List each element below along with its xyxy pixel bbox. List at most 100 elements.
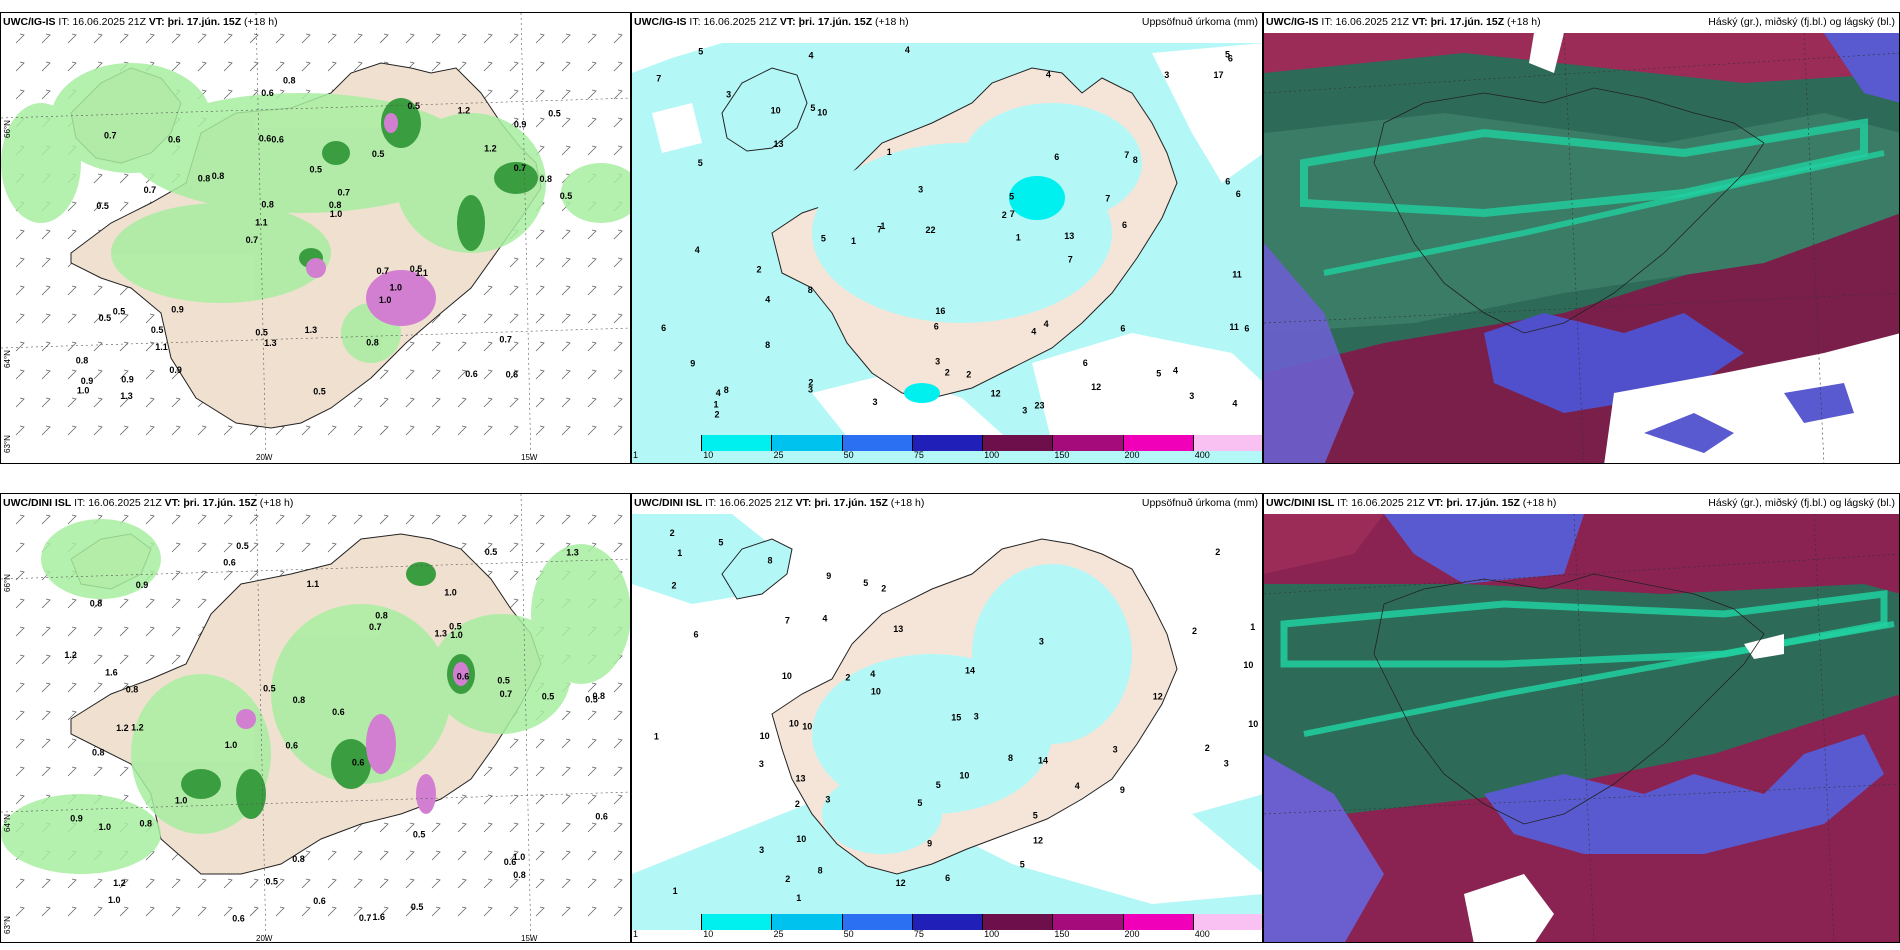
value-label: 0.5 xyxy=(485,547,498,557)
wind-barb xyxy=(509,33,519,44)
legend-swatch xyxy=(702,435,773,451)
wind-barb xyxy=(483,906,493,917)
precip-dark-green xyxy=(299,98,538,268)
wind-barb xyxy=(223,61,233,72)
wind-barb xyxy=(41,397,51,408)
wind-barb xyxy=(41,766,51,777)
value-label: 0.8 xyxy=(283,76,296,86)
value-label: 0.6 xyxy=(271,135,284,145)
value-label: 22 xyxy=(926,225,936,235)
wind-barb xyxy=(379,33,389,44)
value-label: 4 xyxy=(1075,781,1080,791)
wind-barb xyxy=(431,397,441,408)
wind-barb xyxy=(561,794,571,805)
value-label: 8 xyxy=(724,385,729,395)
wind-barb xyxy=(613,61,623,72)
wind-barb xyxy=(379,878,389,889)
legend-swatch xyxy=(983,914,1054,930)
wind-barb xyxy=(93,201,103,212)
wind-barb xyxy=(509,341,519,352)
panel-title: UWC/IG-IS IT: 16.06.2025 21Z VT: þri. 17… xyxy=(3,16,278,28)
panel-cloud-top: UWC/IG-IS IT: 16.06.2025 21Z VT: þri. 17… xyxy=(1263,12,1900,464)
wind-barb xyxy=(275,542,285,553)
value-label: 0.5 xyxy=(411,902,424,912)
wind-barb xyxy=(41,61,51,72)
panel-title: UWC/DINI ISL IT: 16.06.2025 21Z VT: þri.… xyxy=(3,497,294,509)
wind-barb xyxy=(535,229,545,240)
wind-barb xyxy=(171,570,181,581)
wind-barb xyxy=(41,229,51,240)
value-label: 1.0 xyxy=(77,386,90,396)
wind-barb xyxy=(613,794,623,805)
wind-barb xyxy=(561,61,571,72)
legend-swatch xyxy=(1193,435,1262,451)
wind-barb xyxy=(587,145,597,156)
wind-barb xyxy=(41,369,51,380)
value-label: 0.5 xyxy=(548,108,561,118)
wind-barb xyxy=(275,61,285,72)
wind-barb xyxy=(587,710,597,721)
precip-values: 0.60.50.90.70.50.90.60.50.50.80.81.10.60… xyxy=(76,76,573,401)
value-label: 4 xyxy=(1031,326,1036,336)
value-label: 1.2 xyxy=(113,878,126,888)
wind-barb xyxy=(171,33,181,44)
value-label: 1.2 xyxy=(116,723,129,733)
wind-barb xyxy=(171,626,181,637)
wind-barb xyxy=(587,766,597,777)
wind-barb xyxy=(535,738,545,749)
value-label: 0.8 xyxy=(366,337,379,347)
value-label: 10 xyxy=(817,108,827,118)
wind-barb xyxy=(483,425,493,436)
wind-barb xyxy=(145,626,155,637)
wind-barb xyxy=(483,850,493,861)
value-label: 0.6 xyxy=(332,707,345,717)
wind-barb xyxy=(509,794,519,805)
value-label: 12 xyxy=(991,389,1001,399)
wind-barb xyxy=(15,626,25,637)
value-label: 6 xyxy=(661,323,666,333)
value-label: 10 xyxy=(760,731,770,741)
value-label: 0.8 xyxy=(90,598,103,608)
value-label: 1 xyxy=(880,221,885,231)
wind-barb xyxy=(41,626,51,637)
value-label: 8 xyxy=(1133,155,1138,165)
wind-barb xyxy=(327,425,337,436)
value-label: 5 xyxy=(810,103,815,113)
wind-barb xyxy=(119,369,129,380)
panel-precip-bottom: UWC/DINI ISL IT: 16.06.2025 21Z VT: þri.… xyxy=(0,493,631,943)
value-label: 1 xyxy=(654,732,659,742)
legend-label: 10 xyxy=(703,929,714,939)
value-label: 0.7 xyxy=(359,913,372,923)
precip-green xyxy=(1,63,630,363)
precip-purple xyxy=(236,662,469,814)
wind-barb xyxy=(613,285,623,296)
wind-barb xyxy=(197,878,207,889)
lat-label: 63°N xyxy=(3,435,12,453)
value-label: 0.6 xyxy=(504,857,517,867)
value-label: 11 xyxy=(1232,270,1242,280)
value-label: 3 xyxy=(726,90,731,100)
value-label: 9 xyxy=(826,571,831,581)
legend-swatch xyxy=(702,914,773,930)
wind-barb xyxy=(67,341,77,352)
value-label: 1.1 xyxy=(307,579,320,589)
wind-barb xyxy=(67,369,77,380)
value-label: 3 xyxy=(873,397,878,407)
wind-barb xyxy=(327,33,337,44)
value-label: 1.0 xyxy=(450,630,463,640)
wind-barb xyxy=(67,514,77,525)
wind-barb xyxy=(483,822,493,833)
wind-barb xyxy=(483,89,493,100)
wind-barb xyxy=(93,766,103,777)
wind-barb xyxy=(509,369,519,380)
wind-barb xyxy=(119,766,129,777)
wind-barb xyxy=(41,285,51,296)
value-label: 0.9 xyxy=(169,365,182,375)
wind-barb xyxy=(535,89,545,100)
wind-barb xyxy=(145,906,155,917)
wind-barb xyxy=(15,369,25,380)
wind-barb xyxy=(483,61,493,72)
value-label: 0.6 xyxy=(313,896,326,906)
wind-barb xyxy=(15,766,25,777)
wind-barb xyxy=(457,425,467,436)
